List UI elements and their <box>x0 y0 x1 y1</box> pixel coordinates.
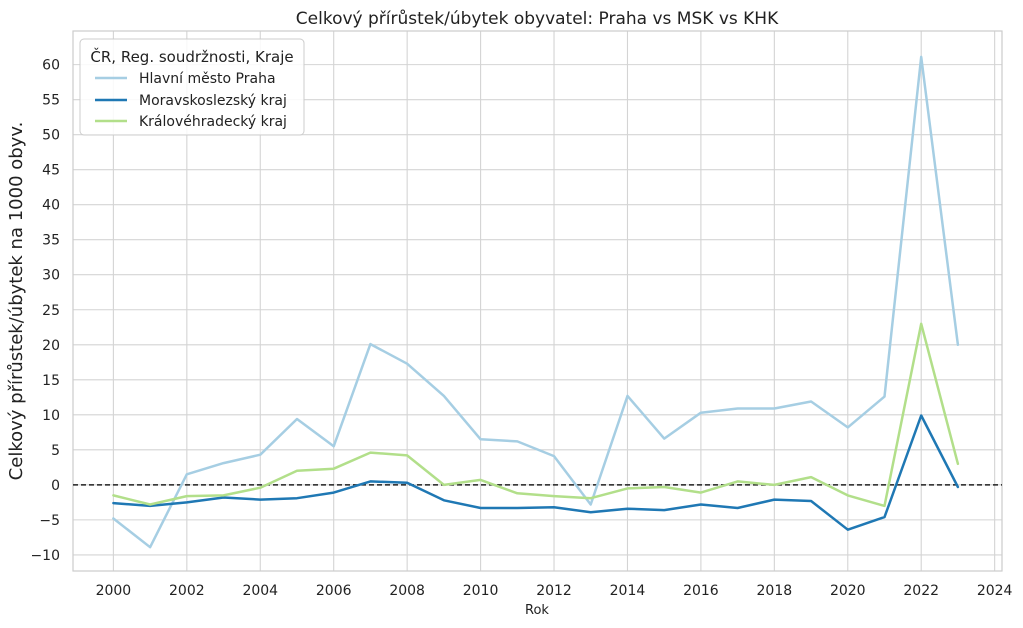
y-tick-label: −10 <box>30 548 60 564</box>
x-tick-label: 2018 <box>757 583 793 599</box>
x-tick-label: 2006 <box>316 583 352 599</box>
x-tick-label: 2004 <box>242 583 278 599</box>
legend-title: ČR, Reg. soudržnosti, Kraje <box>90 47 293 66</box>
y-tick-label: 40 <box>42 198 60 214</box>
y-tick-label: 45 <box>42 163 60 179</box>
series-layer <box>112 55 960 549</box>
x-tick-label: 2014 <box>610 583 646 599</box>
grid <box>73 31 1002 571</box>
y-tick-label: 0 <box>51 478 60 494</box>
x-tick-label: 2010 <box>463 583 499 599</box>
x-tick-label: 2000 <box>96 583 132 599</box>
x-axis-ticks: 2000 2002 2004 2006 2008 2010 2012 2014 2016 2018… <box>96 583 1013 599</box>
series-line-khk <box>112 322 960 508</box>
series-line-praha <box>112 55 960 549</box>
y-tick-label: 55 <box>42 93 60 109</box>
y-tick-label: 60 <box>42 58 60 74</box>
legend-label-praha: Hlavní město Praha <box>139 71 276 87</box>
plot-frame <box>72 30 1003 572</box>
y-tick-label: 30 <box>42 268 60 284</box>
y-tick-label: 20 <box>42 338 60 354</box>
legend-box <box>79 38 305 136</box>
x-tick-label: 2008 <box>389 583 425 599</box>
chart-title: Celkový přírůstek/úbytek obyvatel: Praha… <box>296 9 779 29</box>
y-tick-label: 35 <box>42 233 60 249</box>
x-axis-label: Rok <box>525 603 549 618</box>
x-tick-label: 2012 <box>536 583 572 599</box>
y-tick-label: −5 <box>39 513 60 529</box>
legend-label-msk: Moravskoslezský kraj <box>139 93 287 109</box>
y-axis-label: Celkový přírůstek/úbytek na 1000 obyv. <box>6 122 27 481</box>
x-tick-label: 2016 <box>683 583 719 599</box>
series-line-msk <box>112 414 960 531</box>
x-tick-label: 2024 <box>977 583 1013 599</box>
y-tick-label: 15 <box>42 373 60 389</box>
legend: ČR, Reg. soudržnosti, Kraje Hlavní město… <box>79 38 305 136</box>
y-tick-label: 50 <box>42 128 60 144</box>
x-tick-label: 2002 <box>169 583 205 599</box>
y-tick-label: 10 <box>42 408 60 424</box>
y-axis-ticks: −10 −5 0 5 10 15 20 25 30 35 40 45 50 55 60 <box>30 58 60 564</box>
legend-label-khk: Královéhradecký kraj <box>139 114 287 130</box>
x-tick-label: 2020 <box>830 583 866 599</box>
x-tick-label: 2022 <box>903 583 939 599</box>
y-tick-label: 5 <box>51 443 60 459</box>
y-tick-label: 25 <box>42 303 60 319</box>
